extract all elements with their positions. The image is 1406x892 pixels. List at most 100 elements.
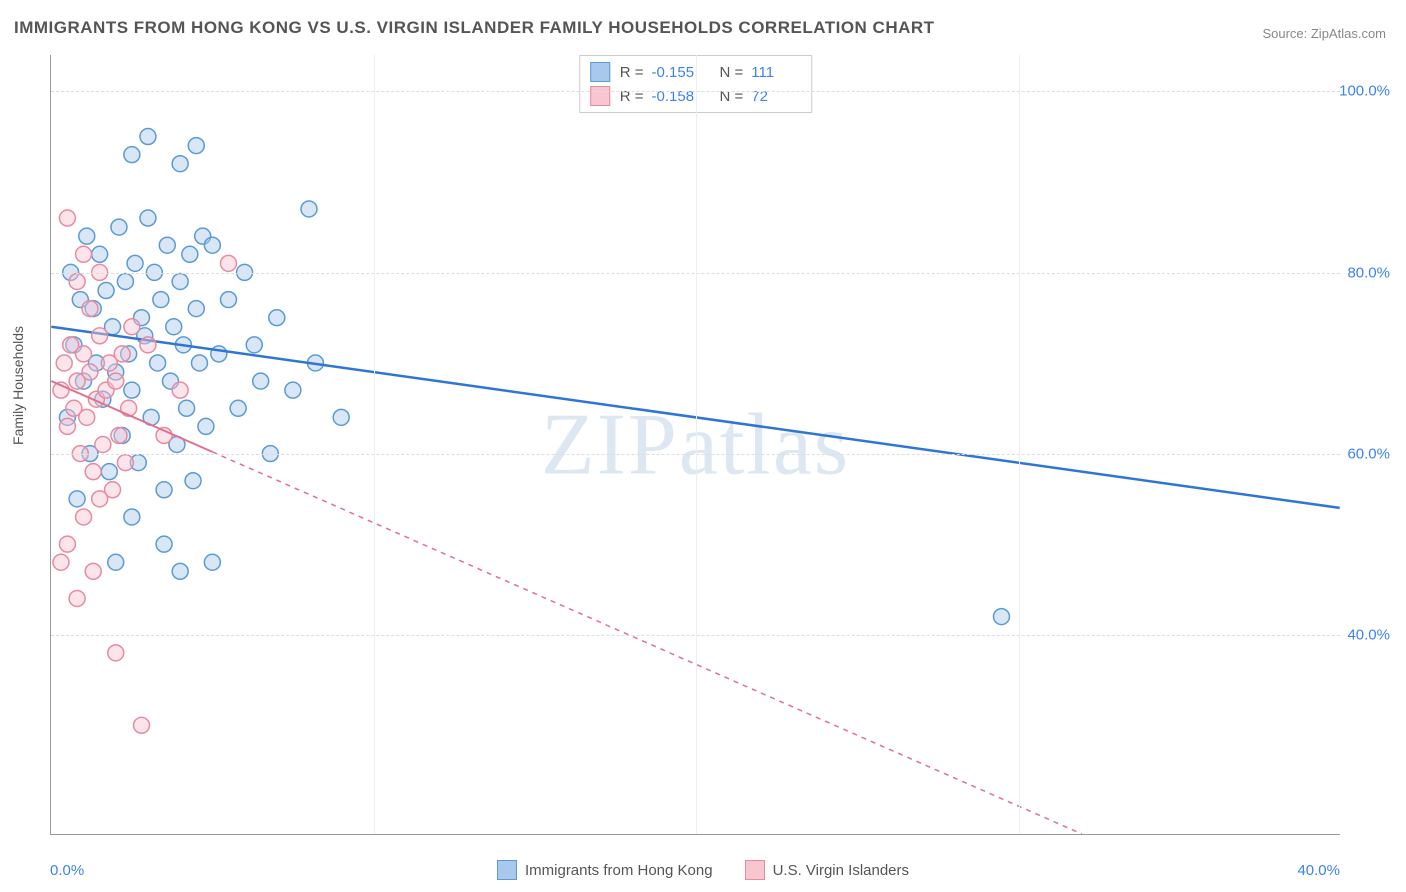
scatter-point <box>156 536 172 552</box>
gridline-v <box>1019 55 1020 834</box>
legend-series: Immigrants from Hong Kong U.S. Virgin Isl… <box>497 860 909 880</box>
scatter-point <box>53 554 69 570</box>
scatter-point <box>269 310 285 326</box>
scatter-point <box>153 292 169 308</box>
scatter-point <box>172 563 188 579</box>
scatter-point <box>204 554 220 570</box>
scatter-point <box>85 464 101 480</box>
scatter-point <box>108 645 124 661</box>
legend-n-label: N = <box>720 88 744 105</box>
gridline-v <box>696 55 697 834</box>
legend-swatch <box>745 860 765 880</box>
scatter-point <box>182 246 198 262</box>
scatter-point <box>114 346 130 362</box>
scatter-point <box>172 273 188 289</box>
legend-n-label: N = <box>720 64 744 81</box>
scatter-point <box>95 437 111 453</box>
scatter-point <box>150 355 166 371</box>
scatter-point <box>117 455 133 471</box>
scatter-point <box>101 464 117 480</box>
scatter-point <box>188 301 204 317</box>
scatter-point <box>69 590 85 606</box>
scatter-point <box>220 255 236 271</box>
x-tick-label: 0.0% <box>50 862 84 879</box>
scatter-point <box>111 219 127 235</box>
scatter-point <box>172 156 188 172</box>
legend-series-item: Immigrants from Hong Kong <box>497 860 713 880</box>
legend-series-item: U.S. Virgin Islanders <box>745 860 909 880</box>
scatter-point <box>179 400 195 416</box>
source-attribution: Source: ZipAtlas.com <box>1262 26 1386 41</box>
legend-series-label: U.S. Virgin Islanders <box>773 862 909 879</box>
scatter-point <box>124 382 140 398</box>
y-axis-label: Family Households <box>10 326 26 445</box>
scatter-point <box>108 373 124 389</box>
chart-title: IMMIGRANTS FROM HONG KONG VS U.S. VIRGIN… <box>14 18 935 38</box>
scatter-point <box>198 418 214 434</box>
scatter-point <box>108 554 124 570</box>
y-tick-label: 100.0% <box>1339 83 1390 100</box>
legend-r-label: R = <box>620 64 644 81</box>
scatter-point <box>85 563 101 579</box>
legend-swatch <box>590 86 610 106</box>
scatter-point <box>59 418 75 434</box>
scatter-point <box>127 255 143 271</box>
scatter-point <box>98 283 114 299</box>
scatter-point <box>76 509 92 525</box>
scatter-point <box>333 409 349 425</box>
scatter-point <box>253 373 269 389</box>
scatter-point <box>140 337 156 353</box>
scatter-point <box>172 382 188 398</box>
scatter-point <box>76 346 92 362</box>
scatter-point <box>204 237 220 253</box>
scatter-point <box>134 717 150 733</box>
scatter-point <box>92 491 108 507</box>
scatter-point <box>69 273 85 289</box>
y-tick-label: 80.0% <box>1347 264 1390 281</box>
scatter-point <box>69 491 85 507</box>
legend-n-value: 111 <box>751 64 801 81</box>
scatter-point <box>285 382 301 398</box>
x-tick-label: 40.0% <box>1297 862 1340 879</box>
scatter-point <box>166 319 182 335</box>
gridline-v <box>374 55 375 834</box>
scatter-point <box>56 355 72 371</box>
scatter-point <box>191 355 207 371</box>
scatter-point <box>59 536 75 552</box>
legend-r-value: -0.155 <box>652 64 702 81</box>
scatter-point <box>79 228 95 244</box>
scatter-point <box>156 482 172 498</box>
scatter-point <box>79 409 95 425</box>
scatter-point <box>230 400 246 416</box>
scatter-point <box>124 509 140 525</box>
scatter-point <box>76 246 92 262</box>
scatter-point <box>124 147 140 163</box>
scatter-point <box>82 301 98 317</box>
legend-swatch <box>497 860 517 880</box>
scatter-point <box>185 473 201 489</box>
scatter-point <box>111 427 127 443</box>
legend-series-label: Immigrants from Hong Kong <box>525 862 713 879</box>
scatter-point <box>59 210 75 226</box>
trend-line-dashed <box>212 452 1082 834</box>
plot-area: ZIPatlas R =-0.155N =111R =-0.158N =72 <box>50 55 1340 835</box>
scatter-point <box>188 138 204 154</box>
scatter-point <box>301 201 317 217</box>
y-tick-label: 60.0% <box>1347 446 1390 463</box>
scatter-point <box>220 292 236 308</box>
scatter-point <box>159 237 175 253</box>
legend-r-label: R = <box>620 88 644 105</box>
scatter-point <box>140 210 156 226</box>
scatter-point <box>82 364 98 380</box>
scatter-point <box>121 400 137 416</box>
legend-swatch <box>590 62 610 82</box>
scatter-point <box>993 609 1009 625</box>
scatter-point <box>246 337 262 353</box>
scatter-point <box>92 246 108 262</box>
legend-n-value: 72 <box>751 88 801 105</box>
scatter-point <box>140 129 156 145</box>
scatter-point <box>124 319 140 335</box>
y-tick-label: 40.0% <box>1347 627 1390 644</box>
legend-r-value: -0.158 <box>652 88 702 105</box>
scatter-point <box>92 328 108 344</box>
